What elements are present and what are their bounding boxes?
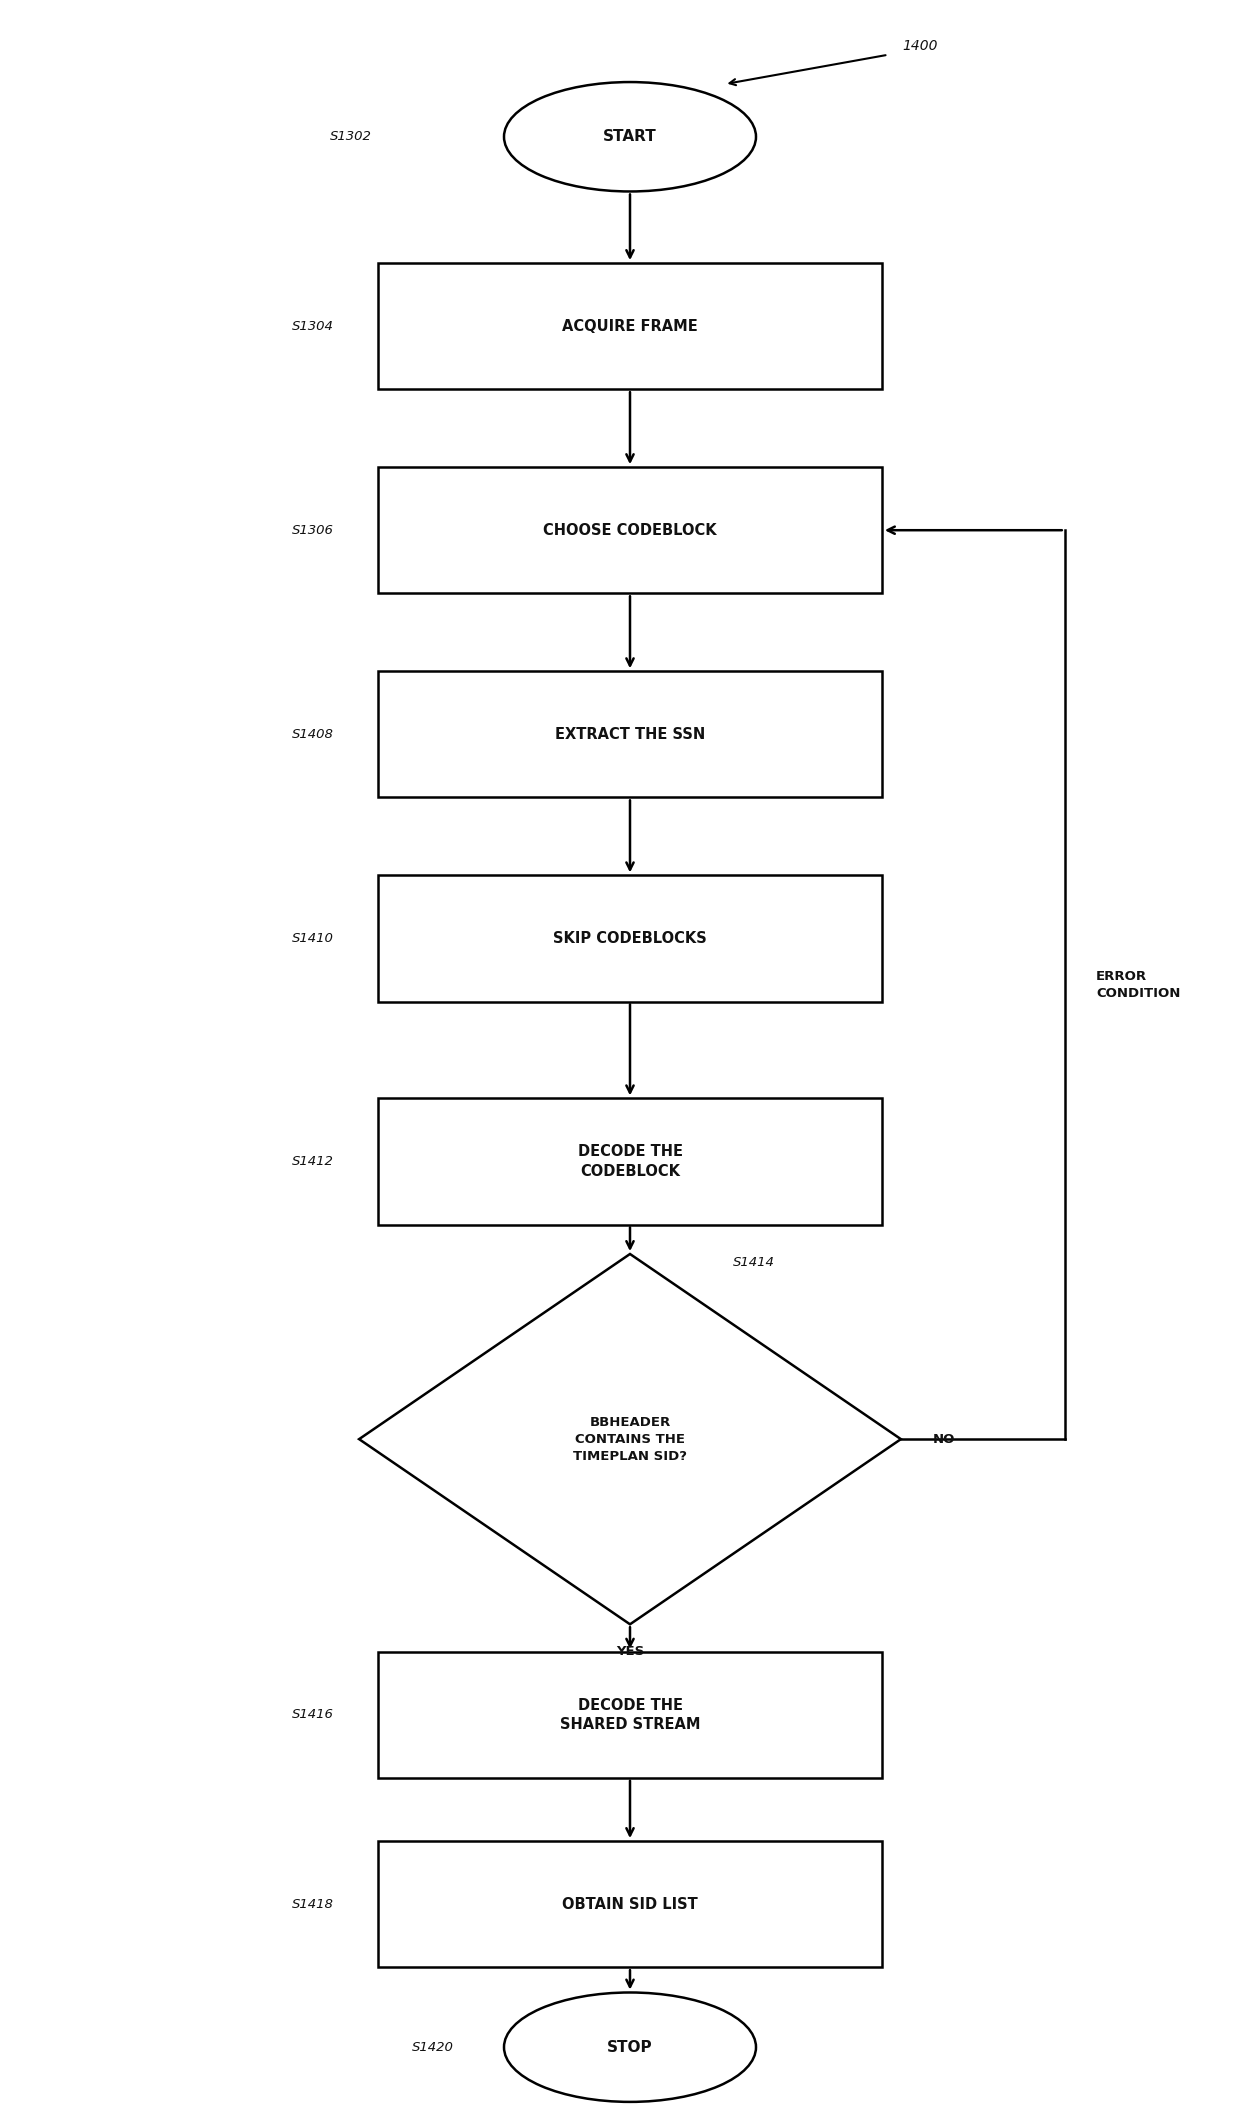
Text: S1412: S1412 [292,1155,334,1168]
FancyBboxPatch shape [378,467,882,593]
Text: SKIP CODEBLOCKS: SKIP CODEBLOCKS [553,930,707,947]
Text: STOP: STOP [607,2039,653,2056]
Text: S1306: S1306 [292,524,334,537]
Text: S1410: S1410 [292,932,334,945]
Text: S1420: S1420 [412,2041,454,2054]
Text: OBTAIN SID LIST: OBTAIN SID LIST [562,1896,698,1913]
Text: ERROR
CONDITION: ERROR CONDITION [1096,970,1181,999]
Text: S1304: S1304 [292,320,334,332]
Text: ACQUIRE FRAME: ACQUIRE FRAME [562,318,698,335]
FancyBboxPatch shape [378,263,882,389]
Text: S1302: S1302 [330,130,372,143]
Ellipse shape [504,1992,756,2102]
FancyBboxPatch shape [378,671,882,797]
Text: YES: YES [616,1645,644,1658]
Text: DECODE THE
SHARED STREAM: DECODE THE SHARED STREAM [559,1698,701,1732]
Text: CHOOSE CODEBLOCK: CHOOSE CODEBLOCK [543,522,717,539]
Text: DECODE THE
CODEBLOCK: DECODE THE CODEBLOCK [577,1145,683,1178]
Text: EXTRACT THE SSN: EXTRACT THE SSN [554,726,706,743]
Text: S1416: S1416 [292,1708,334,1721]
Ellipse shape [504,82,756,191]
Text: BBHEADER
CONTAINS THE
TIMEPLAN SID?: BBHEADER CONTAINS THE TIMEPLAN SID? [573,1416,687,1462]
Text: 1400: 1400 [902,40,937,53]
FancyBboxPatch shape [378,1652,882,1778]
Text: S1408: S1408 [292,728,334,741]
Text: START: START [604,128,656,145]
Text: S1414: S1414 [733,1256,775,1269]
Polygon shape [359,1254,901,1624]
Text: NO: NO [932,1433,955,1445]
FancyBboxPatch shape [378,1841,882,1967]
FancyBboxPatch shape [378,875,882,1002]
FancyBboxPatch shape [378,1098,882,1225]
Text: S1418: S1418 [292,1898,334,1910]
